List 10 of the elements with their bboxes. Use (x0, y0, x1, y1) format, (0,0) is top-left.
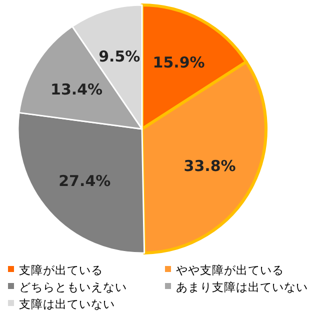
data-label: 27.4% (58, 172, 111, 190)
legend-label: 支障が出ている (19, 263, 103, 277)
data-label: 9.5% (98, 48, 140, 66)
data-label: 13.4% (50, 80, 103, 99)
data-label: 15.9% (152, 54, 205, 72)
legend-label: 支障は出ていない (19, 297, 115, 311)
data-label: 33.8% (184, 157, 236, 176)
legend-label: やや支障が出ている (176, 263, 284, 277)
legend-label: あまり支障は出ていない (176, 280, 308, 294)
legend-label: どちらともいえない (19, 280, 127, 294)
